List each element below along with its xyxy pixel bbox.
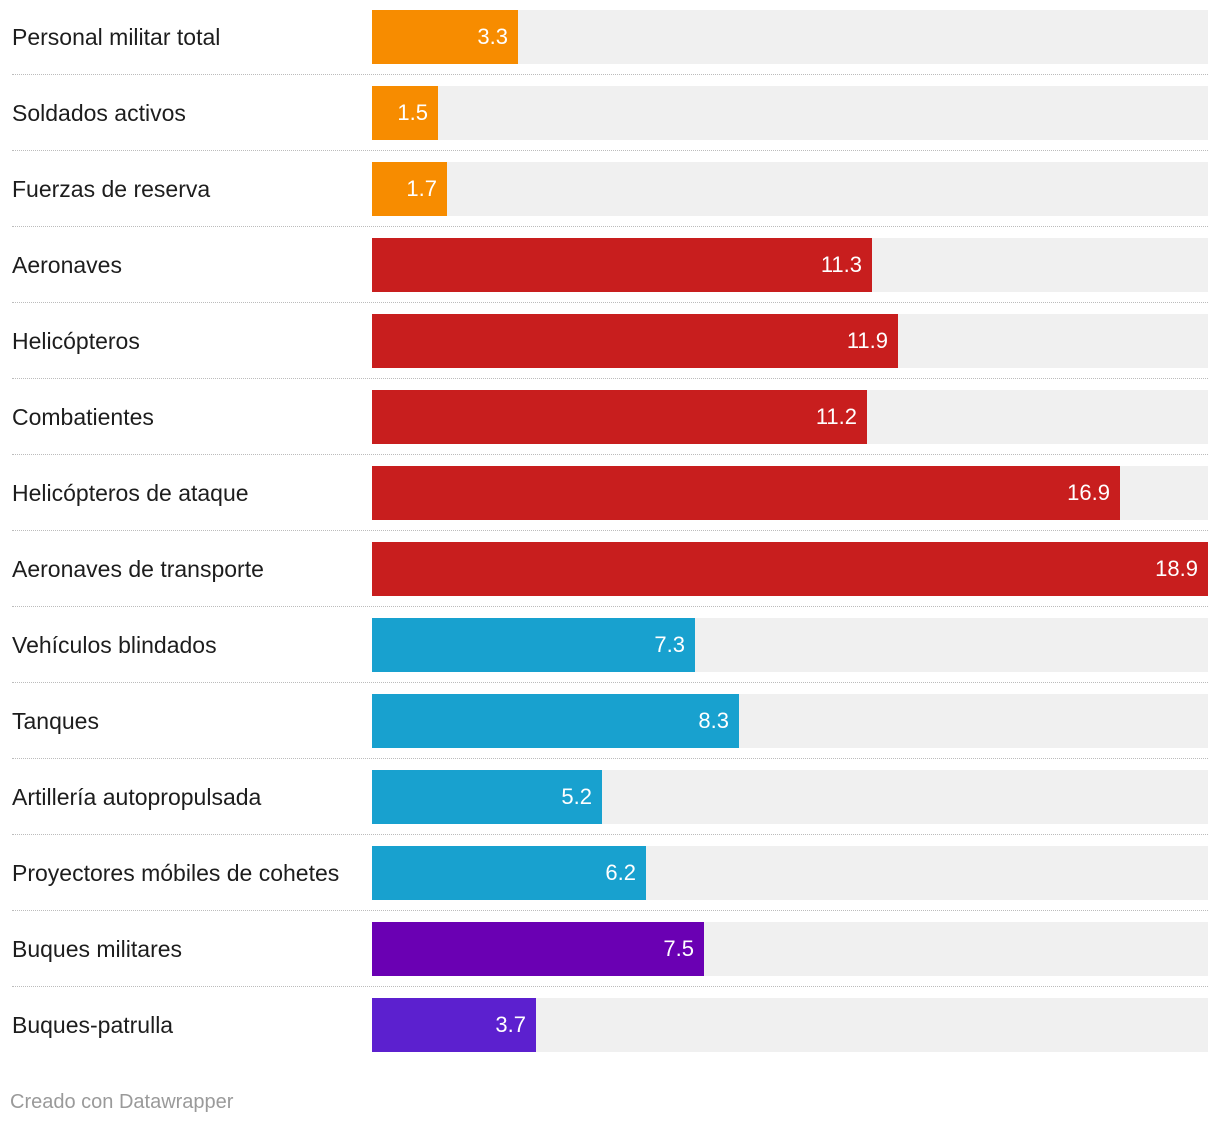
bar-row: Helicópteros de ataque 16.9 <box>0 456 1220 532</box>
row-separator <box>12 606 1208 607</box>
bar-value-label: 7.3 <box>654 632 685 657</box>
row-separator <box>12 74 1208 75</box>
category-label: Vehículos blindados <box>12 632 217 658</box>
bar: 3.7 <box>372 998 536 1052</box>
category-label: Buques-patrulla <box>12 1012 174 1038</box>
bar-value-label: 7.5 <box>663 936 694 961</box>
bar-row: Artillería autopropulsada 5.2 <box>0 760 1220 836</box>
row-separator <box>12 986 1208 987</box>
category-label: Personal militar total <box>12 24 221 50</box>
bar-track: 8.3 <box>372 694 1208 748</box>
row-separator <box>12 530 1208 531</box>
credit-text[interactable]: Creado con Datawrapper <box>10 1091 234 1113</box>
row-separator <box>12 834 1208 835</box>
bar: 8.3 <box>372 694 739 748</box>
bar: 18.9 <box>372 542 1208 596</box>
bar-track: 11.9 <box>372 314 1208 368</box>
bar-track: 16.9 <box>372 466 1208 520</box>
bar: 5.2 <box>372 770 602 824</box>
bar: 16.9 <box>372 466 1120 520</box>
bar-row: Soldados activos 1.5 <box>0 76 1220 152</box>
bar: 7.5 <box>372 922 704 976</box>
bar-value-label: 1.5 <box>397 100 428 125</box>
category-label: Soldados activos <box>12 100 186 126</box>
bar-track: 7.5 <box>372 922 1208 976</box>
row-separator <box>12 150 1208 151</box>
category-label: Artillería autopropulsada <box>12 784 262 810</box>
bar-row: Tanques 8.3 <box>0 684 1220 760</box>
bar-value-label: 3.7 <box>495 1012 526 1037</box>
category-label: Proyectores móbiles de cohetes <box>12 860 340 886</box>
bar-value-label: 16.9 <box>1067 480 1110 505</box>
bar-track: 7.3 <box>372 618 1208 672</box>
category-label: Helicópteros de ataque <box>12 480 249 506</box>
category-label: Aeronaves de transporte <box>12 556 264 582</box>
bar-value-label: 8.3 <box>698 708 729 733</box>
bar-track: 5.2 <box>372 770 1208 824</box>
bar-row: Helicópteros 11.9 <box>0 304 1220 380</box>
row-separator <box>12 910 1208 911</box>
bar-row: Combatientes 11.2 <box>0 380 1220 456</box>
bar: 7.3 <box>372 618 695 672</box>
bar-track: 3.7 <box>372 998 1208 1052</box>
bar-value-label: 11.9 <box>846 328 888 353</box>
bar-row: Buques militares 7.5 <box>0 912 1220 988</box>
bar-value-label: 3.3 <box>477 24 508 49</box>
bar: 3.3 <box>372 10 518 64</box>
bar-track: 1.5 <box>372 86 1208 140</box>
bar: 11.3 <box>372 238 872 292</box>
bar-row: Proyectores móbiles de cohetes 6.2 <box>0 836 1220 912</box>
category-label: Combatientes <box>12 404 154 430</box>
row-separator <box>12 226 1208 227</box>
row-separator <box>12 682 1208 683</box>
bar: 1.7 <box>372 162 447 216</box>
bar-value-label: 11.3 <box>820 252 862 277</box>
bar-track: 1.7 <box>372 162 1208 216</box>
bar-row: Vehículos blindados 7.3 <box>0 608 1220 684</box>
category-label: Buques militares <box>12 936 183 962</box>
bar-row: Aeronaves 11.3 <box>0 228 1220 304</box>
category-label: Fuerzas de reserva <box>12 176 211 202</box>
bar-row: Fuerzas de reserva 1.7 <box>0 152 1220 228</box>
bar-row: Buques-patrulla 3.7 <box>0 988 1220 1064</box>
category-label: Helicópteros <box>12 328 140 354</box>
bar-value-label: 6.2 <box>605 860 636 885</box>
bar-track: 3.3 <box>372 10 1208 64</box>
row-separator <box>12 454 1208 455</box>
bar-value-label: 1.7 <box>406 176 437 201</box>
bar-row: Personal militar total 3.3 <box>0 0 1220 76</box>
bar-track: 18.9 <box>372 542 1208 596</box>
bar-track: 11.3 <box>372 238 1208 292</box>
bar-value-label: 5.2 <box>561 784 592 809</box>
bar: 1.5 <box>372 86 438 140</box>
bar-track: 6.2 <box>372 846 1208 900</box>
bar-value-label: 11.2 <box>815 404 857 429</box>
bar: 11.9 <box>372 314 898 368</box>
row-separator <box>12 378 1208 379</box>
category-label: Tanques <box>12 708 99 734</box>
bar-row: Aeronaves de transporte 18.9 <box>0 532 1220 608</box>
row-separator <box>12 758 1208 759</box>
bar: 6.2 <box>372 846 646 900</box>
bar: 11.2 <box>372 390 867 444</box>
bar-value-label: 18.9 <box>1155 556 1198 581</box>
bar-track: 11.2 <box>372 390 1208 444</box>
category-label: Aeronaves <box>12 252 122 278</box>
row-separator <box>12 302 1208 303</box>
